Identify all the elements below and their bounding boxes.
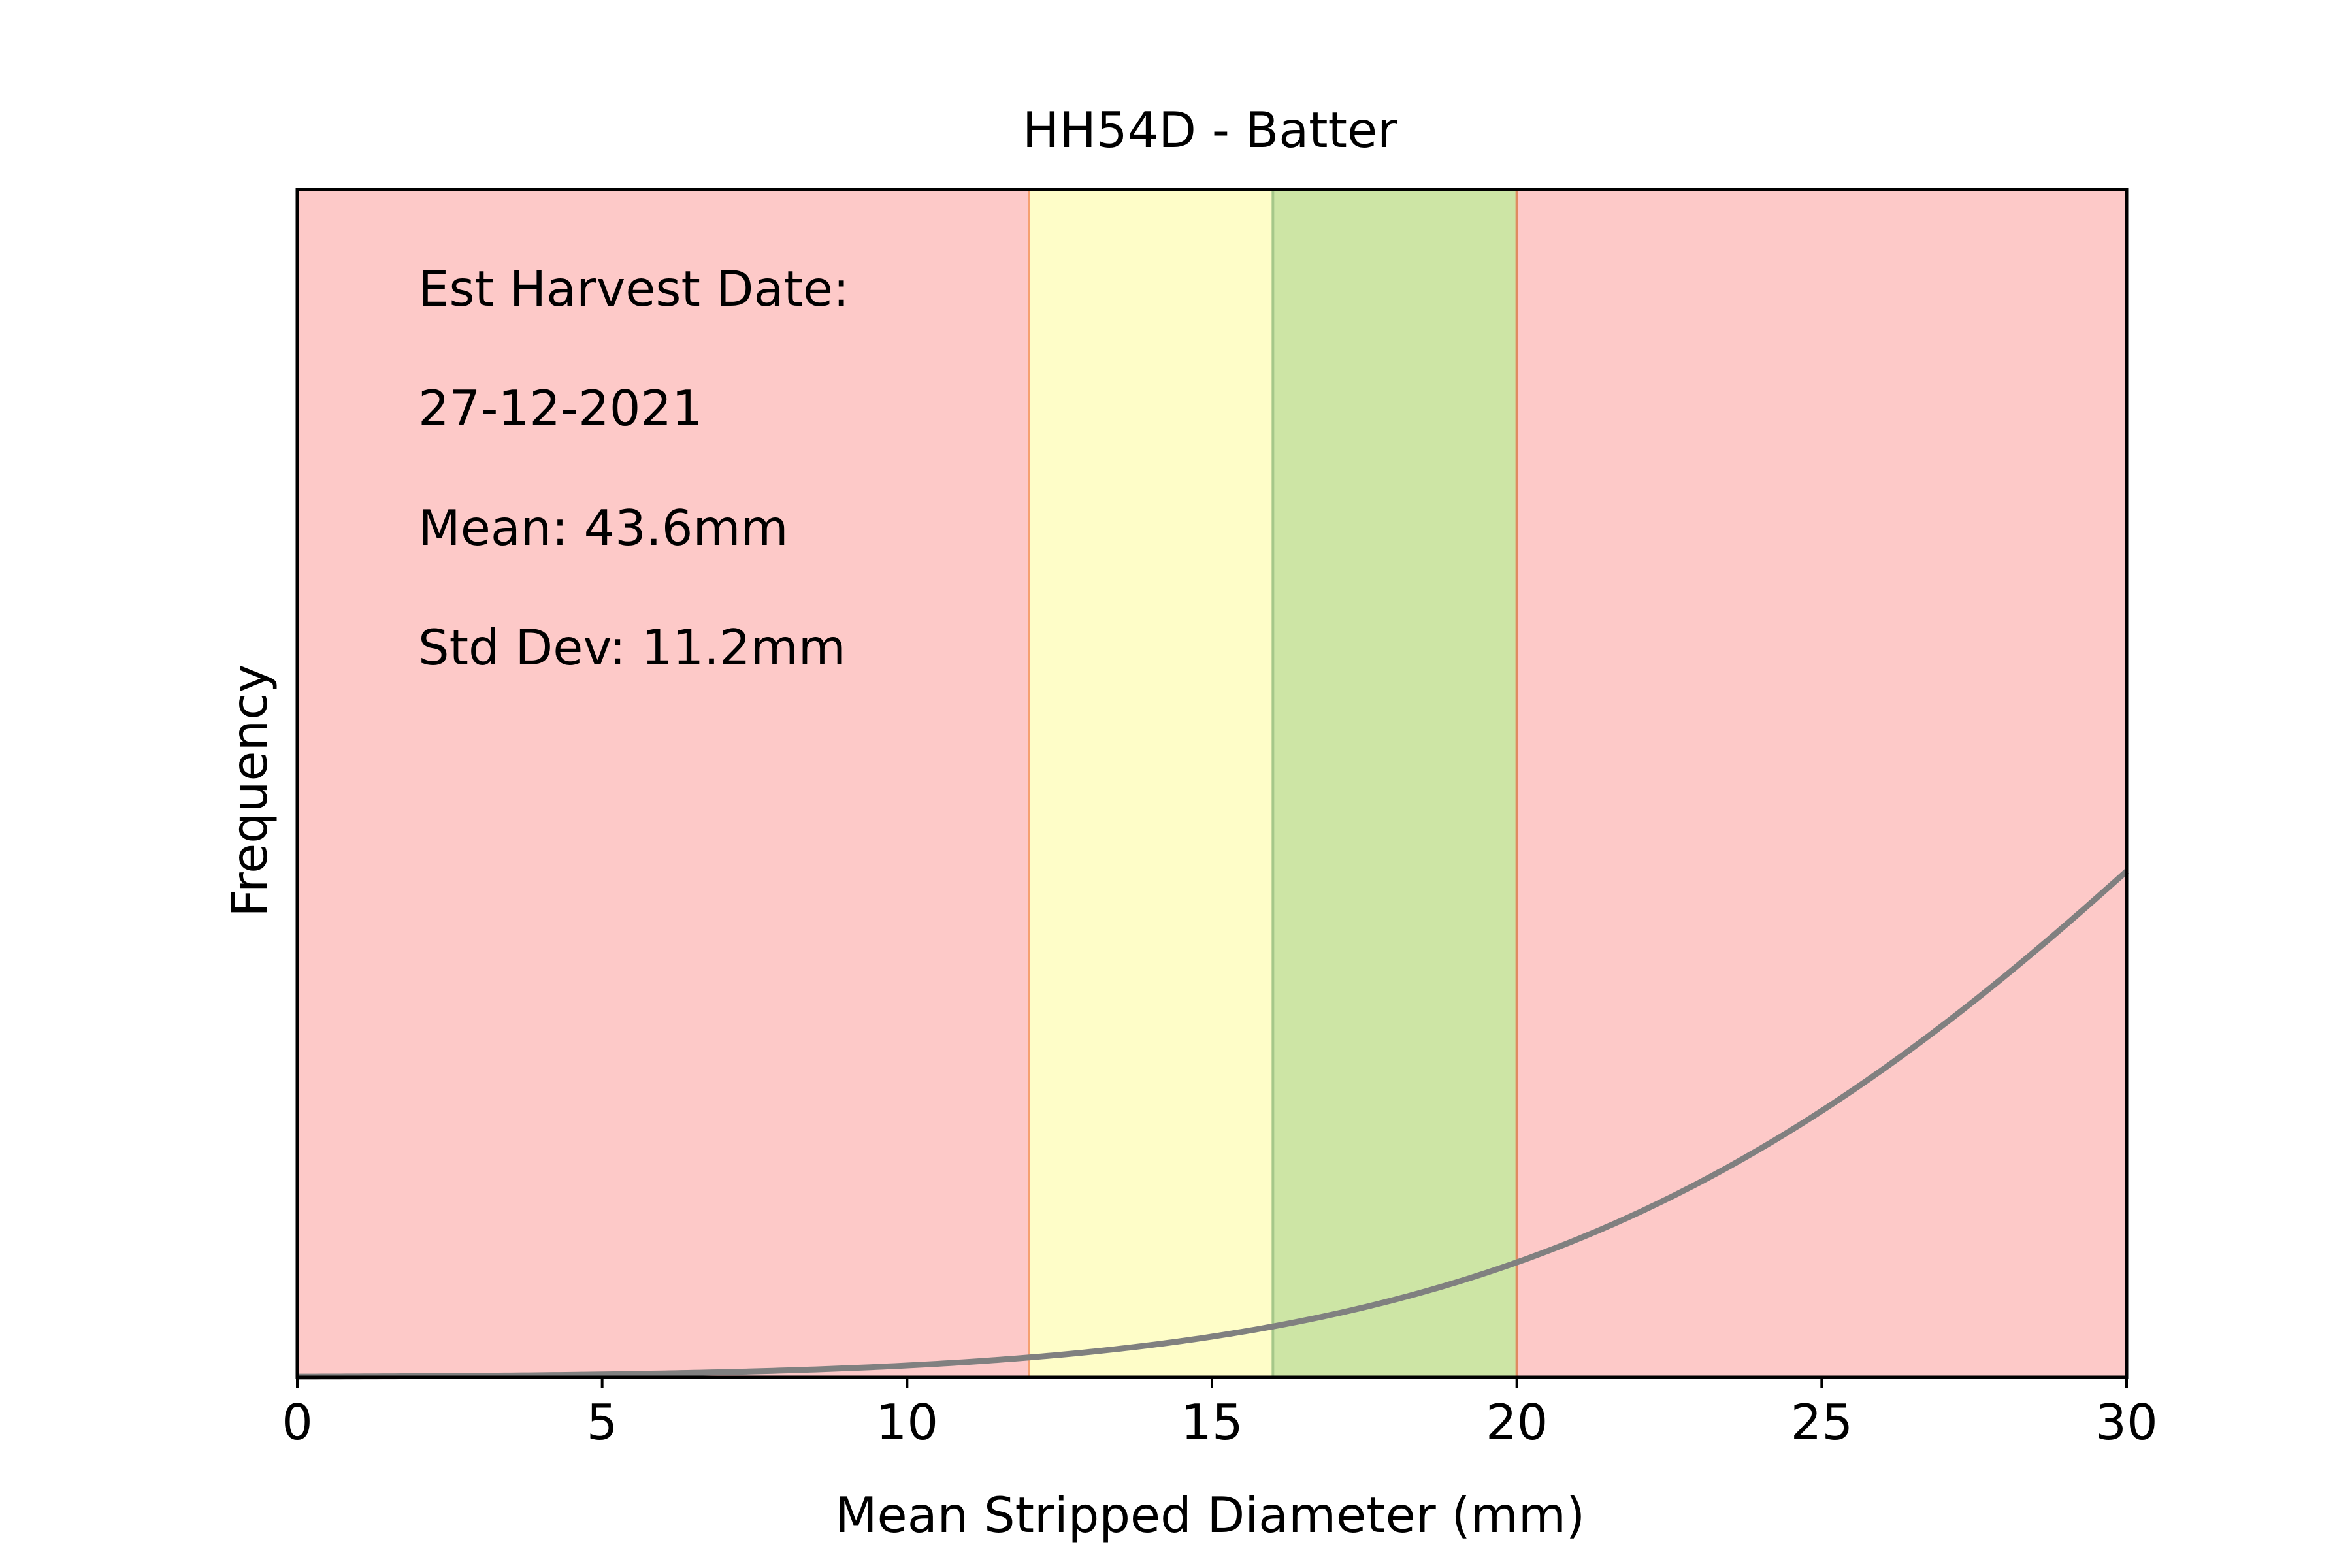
annotation-line-2: Mean: 43.6mm — [418, 499, 789, 557]
annotation-line-0: Est Harvest Date: — [418, 260, 849, 318]
annotations: Est Harvest Date: 27-12-2021 Mean: 43.6mm S… — [418, 260, 849, 676]
band-1 — [1029, 189, 1273, 1377]
chart-title: HH54D - Batter — [1022, 101, 1397, 159]
x-tick-label-5: 25 — [1791, 1394, 1853, 1451]
x-tick-label-2: 10 — [876, 1394, 938, 1451]
band-0 — [297, 189, 1029, 1377]
background-bands — [297, 189, 2127, 1377]
annotation-line-3: Std Dev: 11.2mm — [418, 619, 846, 676]
x-tick-label-1: 5 — [587, 1394, 618, 1451]
x-tick-label-0: 0 — [282, 1394, 313, 1451]
x-tick-label-4: 20 — [1486, 1394, 1548, 1451]
x-tick-label-3: 15 — [1181, 1394, 1243, 1451]
band-3 — [1516, 189, 2127, 1377]
x-tick-label-6: 30 — [2095, 1394, 2157, 1451]
distribution-curve — [297, 869, 2129, 1380]
x-axis-ticks: 0 5 10 15 20 25 30 — [282, 1377, 2158, 1451]
y-axis-label: Frequency — [221, 664, 278, 917]
x-axis-label: Mean Stripped Diameter (mm) — [835, 1486, 1585, 1544]
band-2 — [1273, 189, 1517, 1377]
band-edges — [1028, 189, 1518, 1377]
annotation-line-1: 27-12-2021 — [418, 380, 703, 437]
